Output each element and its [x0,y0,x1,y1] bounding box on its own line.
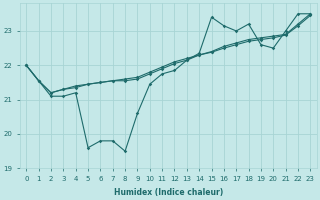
X-axis label: Humidex (Indice chaleur): Humidex (Indice chaleur) [114,188,223,197]
